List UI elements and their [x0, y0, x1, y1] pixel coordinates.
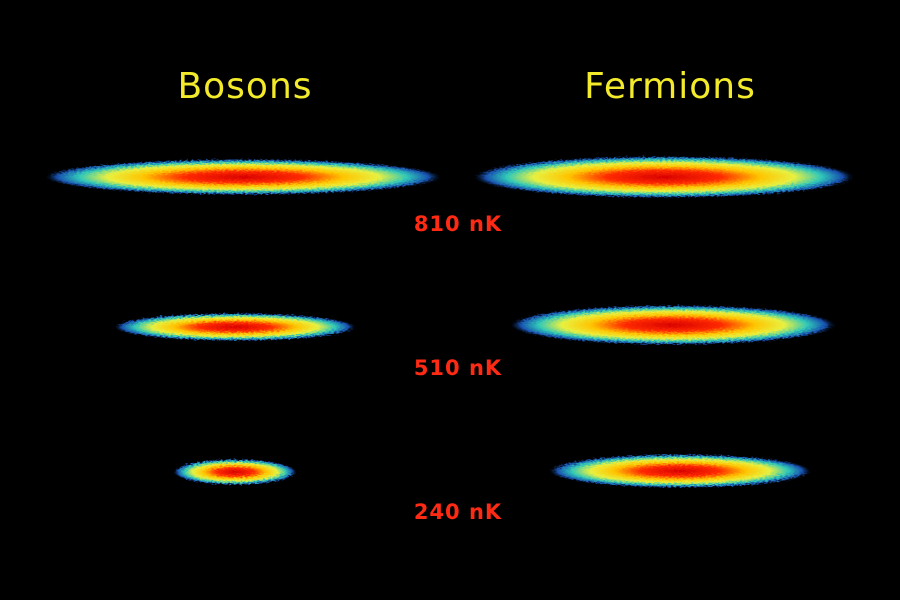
temperature-label: 510 nK	[414, 356, 502, 380]
boson-cloud	[113, 313, 357, 341]
fermion-cloud	[472, 156, 856, 198]
column-title: Bosons	[177, 66, 312, 107]
fermion-cloud	[509, 305, 837, 345]
column-title: Fermions	[584, 66, 756, 107]
fermion-cloud	[548, 454, 812, 488]
atom-clouds	[43, 156, 856, 488]
boson-cloud	[173, 459, 297, 485]
temperature-label: 240 nK	[414, 500, 502, 524]
boson-cloud	[43, 159, 443, 195]
temperature-label: 810 nK	[414, 212, 502, 236]
